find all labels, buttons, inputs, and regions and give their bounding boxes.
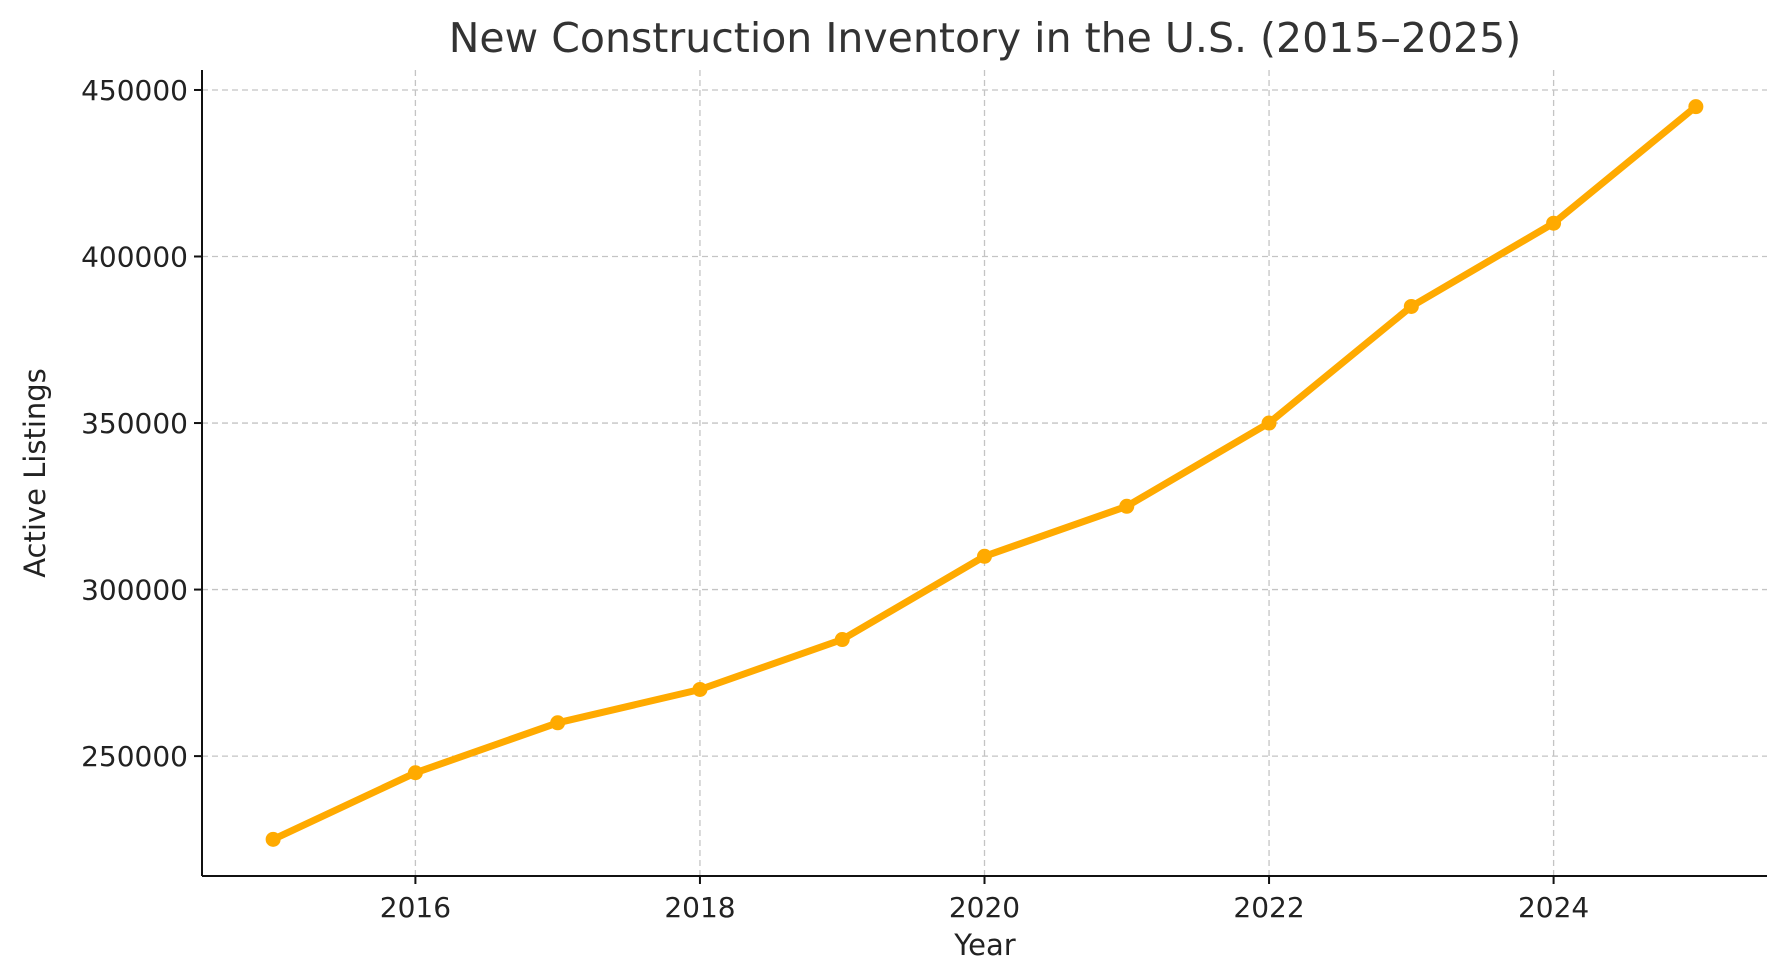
ticks: 2016 2018 2020 2022 2024 250000 300000 350000 40… — [81, 74, 1589, 924]
y-tick-label: 300000 — [81, 574, 188, 607]
grid-lines — [202, 70, 1767, 876]
data-point — [1688, 99, 1704, 115]
x-tick-label: 2020 — [949, 891, 1020, 924]
x-tick-label: 2022 — [1233, 891, 1304, 924]
y-tick-label: 400000 — [81, 241, 188, 274]
data-point — [550, 715, 566, 731]
y-tick-label: 450000 — [81, 74, 188, 107]
data-point — [692, 681, 708, 697]
x-tick-label: 2018 — [664, 891, 735, 924]
data-point — [977, 548, 992, 564]
x-tick-label: 2024 — [1518, 891, 1589, 924]
data-point — [407, 765, 423, 781]
x-axis-label: Year — [953, 928, 1015, 962]
data-point — [265, 831, 281, 847]
x-tick-label: 2016 — [380, 891, 451, 924]
chart-title: New Construction Inventory in the U.S. (… — [449, 14, 1521, 62]
data-point — [1403, 298, 1419, 314]
data-point — [1546, 215, 1562, 231]
y-axis-label: Active Listings — [18, 368, 52, 578]
y-tick-label: 250000 — [81, 740, 188, 773]
data-point — [834, 632, 850, 648]
y-tick-label: 350000 — [81, 407, 188, 440]
series — [265, 99, 1704, 847]
data-point — [1261, 415, 1277, 431]
data-point — [1119, 498, 1135, 514]
